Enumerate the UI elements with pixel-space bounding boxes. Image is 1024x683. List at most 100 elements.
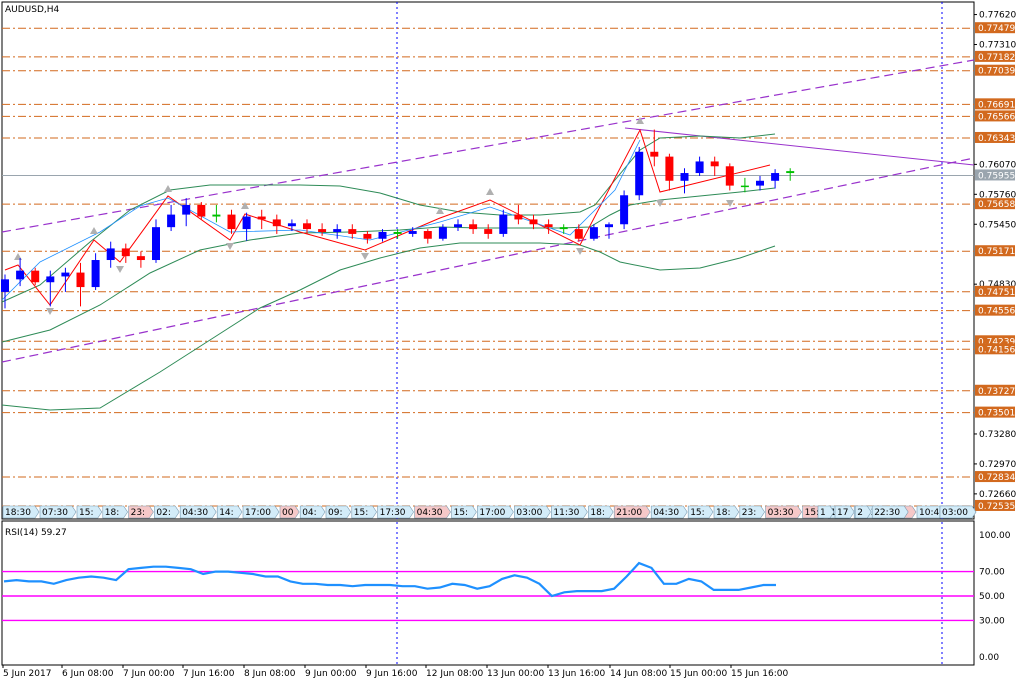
price-level-tag-label: 0.74239 xyxy=(978,337,1015,347)
time-tag-label: 18:30 xyxy=(5,508,31,518)
candle-body xyxy=(272,219,281,227)
time-tag-label: 15: xyxy=(354,508,368,518)
price-tick-label: 0.72970 xyxy=(979,460,1016,470)
rsi-label: RSI(14) 59.27 xyxy=(5,528,67,538)
candle-body xyxy=(227,214,236,230)
price-tick-label: 0.72660 xyxy=(979,490,1016,500)
time-tag-label: 17:30 xyxy=(380,508,406,518)
time-tag xyxy=(939,505,977,519)
price-level-tag xyxy=(975,98,1015,110)
time-tag-label: 15: xyxy=(805,508,819,518)
candle-body xyxy=(197,204,206,217)
time-axis-label: 9 Jun 16:00 xyxy=(366,669,418,679)
price-tick-label: 0.75450 xyxy=(979,220,1016,230)
price-level-tag xyxy=(975,245,1015,257)
time-tag-label: 00 xyxy=(282,508,294,518)
time-tag xyxy=(739,505,765,519)
time-tag xyxy=(76,505,103,519)
price-level-tag-label: 0.74156 xyxy=(978,345,1015,355)
price-level-tag xyxy=(975,384,1015,396)
rsi-axis-label: 0.00 xyxy=(979,653,999,663)
candle-body xyxy=(695,161,704,174)
time-tag xyxy=(713,505,740,519)
price-tick-label: 0.73280 xyxy=(979,430,1016,440)
time-axis-label: 13 Jun 00:00 xyxy=(487,669,544,679)
price-level-tag xyxy=(975,285,1015,297)
time-tag xyxy=(216,505,243,519)
candle-body xyxy=(484,229,493,234)
price-level-tag-label: 0.77479 xyxy=(978,24,1015,34)
price-level-tag-label: 0.76343 xyxy=(978,134,1015,144)
price-level-tag xyxy=(975,64,1015,76)
time-tag xyxy=(299,505,326,519)
candle-body xyxy=(182,204,191,215)
price-level-tag-label: 0.77182 xyxy=(978,53,1015,63)
fractal-down-icon xyxy=(46,308,54,315)
candle-body xyxy=(559,227,568,230)
price-level-tag-label: 0.75171 xyxy=(978,247,1015,257)
time-axis-label: 13 Jun 16:00 xyxy=(548,669,605,679)
time-tag xyxy=(451,505,477,519)
time-tag xyxy=(154,505,180,519)
fractal-down-icon xyxy=(656,200,664,207)
price-tick-label: 0.76070 xyxy=(979,160,1016,170)
time-tag-label: 1 xyxy=(820,508,826,518)
candle-body xyxy=(786,171,795,174)
candle-body xyxy=(303,223,311,230)
time-tag-label: 02: xyxy=(156,508,170,518)
time-tag-label: 03:00 xyxy=(516,508,542,518)
candle-body xyxy=(514,214,523,220)
candle-body xyxy=(740,185,749,188)
candle-body xyxy=(710,161,719,167)
time-tag-label: 17:00 xyxy=(479,508,505,518)
candle-body xyxy=(393,231,402,234)
price-level-tag xyxy=(975,499,1015,511)
price-tick-label: 0.77620 xyxy=(979,11,1016,21)
time-axis-label: 7 Jun 00:00 xyxy=(123,669,175,679)
candle-body xyxy=(31,270,40,283)
candle-body xyxy=(167,214,176,228)
candle-body xyxy=(408,231,417,234)
candle-body xyxy=(665,156,674,181)
rsi-axis-label: 50.00 xyxy=(979,592,1005,602)
candle-body xyxy=(378,231,387,239)
time-tag xyxy=(650,505,688,519)
price-level-tag-label: 0.72535 xyxy=(978,502,1015,512)
price-level-tag-label: 0.76691 xyxy=(978,100,1015,110)
fractal-down-icon xyxy=(576,248,584,255)
moving-average-line xyxy=(1,139,641,301)
price-level-tag xyxy=(975,50,1015,62)
time-tag xyxy=(765,505,802,519)
time-axis-label: 6 Jun 08:00 xyxy=(62,669,114,679)
time-tag-label: 22:30 xyxy=(874,508,900,518)
fractal-down-icon xyxy=(726,200,734,207)
candle-body xyxy=(544,224,553,228)
candle-body xyxy=(318,229,327,232)
candle-body xyxy=(257,216,266,220)
candle-body xyxy=(61,272,70,277)
price-level-tag-label: 0.73727 xyxy=(978,387,1015,397)
candle-body xyxy=(499,214,508,234)
candle-body xyxy=(46,276,55,283)
time-tag xyxy=(871,505,909,519)
time-tag xyxy=(279,505,300,519)
time-tag xyxy=(514,505,551,519)
price-tick-label: 0.75760 xyxy=(979,190,1016,200)
channel-upper-line xyxy=(1,59,975,233)
time-axis-label: 8 Jun 08:00 xyxy=(244,669,296,679)
triangle-line xyxy=(624,127,975,166)
price-level-tag xyxy=(975,304,1015,316)
price-tick-label: 0.77310 xyxy=(979,41,1016,51)
middle-band xyxy=(1,187,776,343)
candle-body xyxy=(287,223,296,227)
fractal-up-icon xyxy=(486,188,494,195)
time-tag xyxy=(242,505,280,519)
price-level-tag-label: 0.75658 xyxy=(978,200,1015,210)
candle-body xyxy=(333,229,342,232)
candle-body xyxy=(91,260,100,288)
candle-body xyxy=(469,224,478,230)
time-axis-label: 14 Jun 08:00 xyxy=(610,669,667,679)
fractal-up-icon xyxy=(164,185,172,192)
price-level-tag xyxy=(975,343,1015,355)
